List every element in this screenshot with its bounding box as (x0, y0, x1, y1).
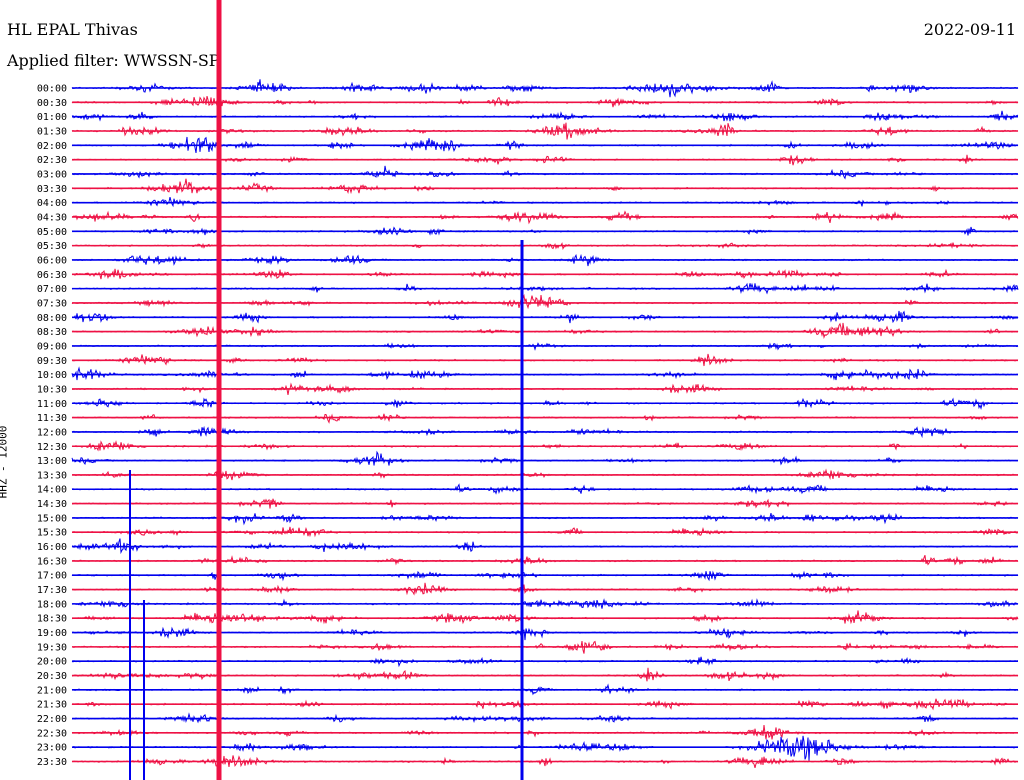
row-time-label: 23:30 (37, 757, 67, 768)
row-time-label: 05:30 (37, 241, 67, 252)
row-time-label: 23:00 (37, 743, 67, 754)
row-time-label: 02:00 (37, 141, 67, 152)
row-time-label: 20:30 (37, 671, 67, 682)
row-time-label: 20:00 (37, 657, 67, 668)
row-time-label: 12:00 (37, 427, 67, 438)
row-time-label: 15:30 (37, 528, 67, 539)
trace-row (71, 450, 1019, 466)
global-event-spikes (129, 0, 524, 780)
row-time-label: 01:30 (37, 126, 67, 137)
row-time-label: 06:00 (37, 255, 67, 266)
row-time-label: 00:30 (37, 98, 67, 109)
row-time-label: 02:30 (37, 155, 67, 166)
filter-label: Applied filter: WWSSN-SP (7, 51, 220, 70)
row-time-label: 21:30 (37, 700, 67, 711)
row-time-label: 13:30 (37, 470, 67, 481)
row-tick-labels: 00:00 00:30 01:00 01:30 02:00 02:30 03:00 03:30… (37, 84, 67, 769)
row-time-label: 09:00 (37, 341, 67, 352)
trace-row (71, 610, 1019, 625)
trace-row (71, 178, 1019, 195)
trace-row (71, 735, 1019, 761)
trace-row (71, 538, 1019, 555)
trace-row (71, 293, 1019, 310)
row-time-label: 18:30 (37, 614, 67, 625)
row-time-label: 11:30 (37, 413, 67, 424)
row-time-label: 00:00 (37, 84, 67, 95)
row-time-label: 13:00 (37, 456, 67, 467)
date-label: 2022-09-11 (923, 20, 1016, 39)
row-time-label: 15:00 (37, 513, 67, 524)
row-time-label: 11:00 (37, 399, 67, 410)
trace-row (71, 626, 1019, 641)
row-time-label: 22:30 (37, 728, 67, 739)
row-time-label: 03:30 (37, 184, 67, 195)
traces-group (71, 79, 1019, 769)
row-time-label: 17:30 (37, 585, 67, 596)
row-time-label: 10:00 (37, 370, 67, 381)
row-time-label: 07:30 (37, 298, 67, 309)
trace-row (71, 555, 1019, 566)
trace-row (71, 165, 1019, 180)
row-time-label: 14:00 (37, 485, 67, 496)
row-time-label: 21:00 (37, 685, 67, 696)
row-time-label: 19:30 (37, 642, 67, 653)
row-time-label: 10:30 (37, 384, 67, 395)
row-time-label: 22:00 (37, 714, 67, 725)
row-time-label: 14:30 (37, 499, 67, 510)
row-time-label: 04:00 (37, 198, 67, 209)
row-time-label: 16:30 (37, 556, 67, 567)
row-time-label: 09:30 (37, 356, 67, 367)
row-time-label: 01:00 (37, 112, 67, 123)
row-time-label: 04:30 (37, 212, 67, 223)
trace-row (71, 582, 1018, 596)
station-title: HL EPAL Thivas (7, 20, 138, 39)
trace-row (71, 667, 1019, 682)
trace-row (71, 196, 1018, 208)
row-time-label: 08:00 (37, 313, 67, 324)
row-time-label: 03:00 (37, 169, 67, 180)
row-time-label: 07:00 (37, 284, 67, 295)
row-time-label: 12:30 (37, 442, 67, 453)
row-time-label: 08:30 (37, 327, 67, 338)
trace-row (71, 322, 1019, 340)
row-time-label: 06:30 (37, 270, 67, 281)
row-time-label: 05:00 (37, 227, 67, 238)
row-time-label: 18:00 (37, 599, 67, 610)
row-time-label: 19:00 (37, 628, 67, 639)
row-time-label: 16:00 (37, 542, 67, 553)
row-time-label: 17:00 (37, 571, 67, 582)
